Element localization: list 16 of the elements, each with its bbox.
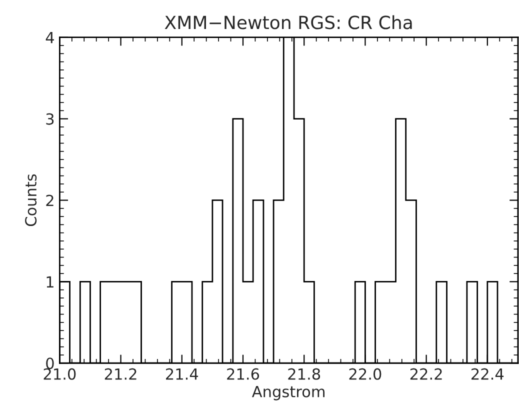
- x-axis-title: Angstrom: [252, 386, 324, 400]
- x-tick-label: 21.4: [166, 368, 198, 380]
- x-tick-label: 21.0: [44, 368, 76, 380]
- y-tick-label: 2: [46, 194, 54, 206]
- x-tick-label: 22.4: [472, 368, 504, 380]
- x-tick-label: 21.6: [227, 368, 260, 380]
- y-tick-label: 0: [46, 358, 54, 370]
- x-tick-label: 22.2: [410, 368, 442, 380]
- x-tick-label: 21.8: [288, 368, 320, 380]
- y-tick-label: 1: [46, 276, 54, 288]
- y-tick-label: 3: [46, 113, 54, 125]
- y-tick-label: 4: [46, 32, 54, 44]
- chart-title: XMM−Newton RGS: CR Cha: [164, 15, 412, 30]
- x-tick-label: 21.2: [104, 368, 136, 380]
- x-tick-label: 22.0: [349, 368, 382, 380]
- y-axis-title: Counts: [25, 174, 37, 226]
